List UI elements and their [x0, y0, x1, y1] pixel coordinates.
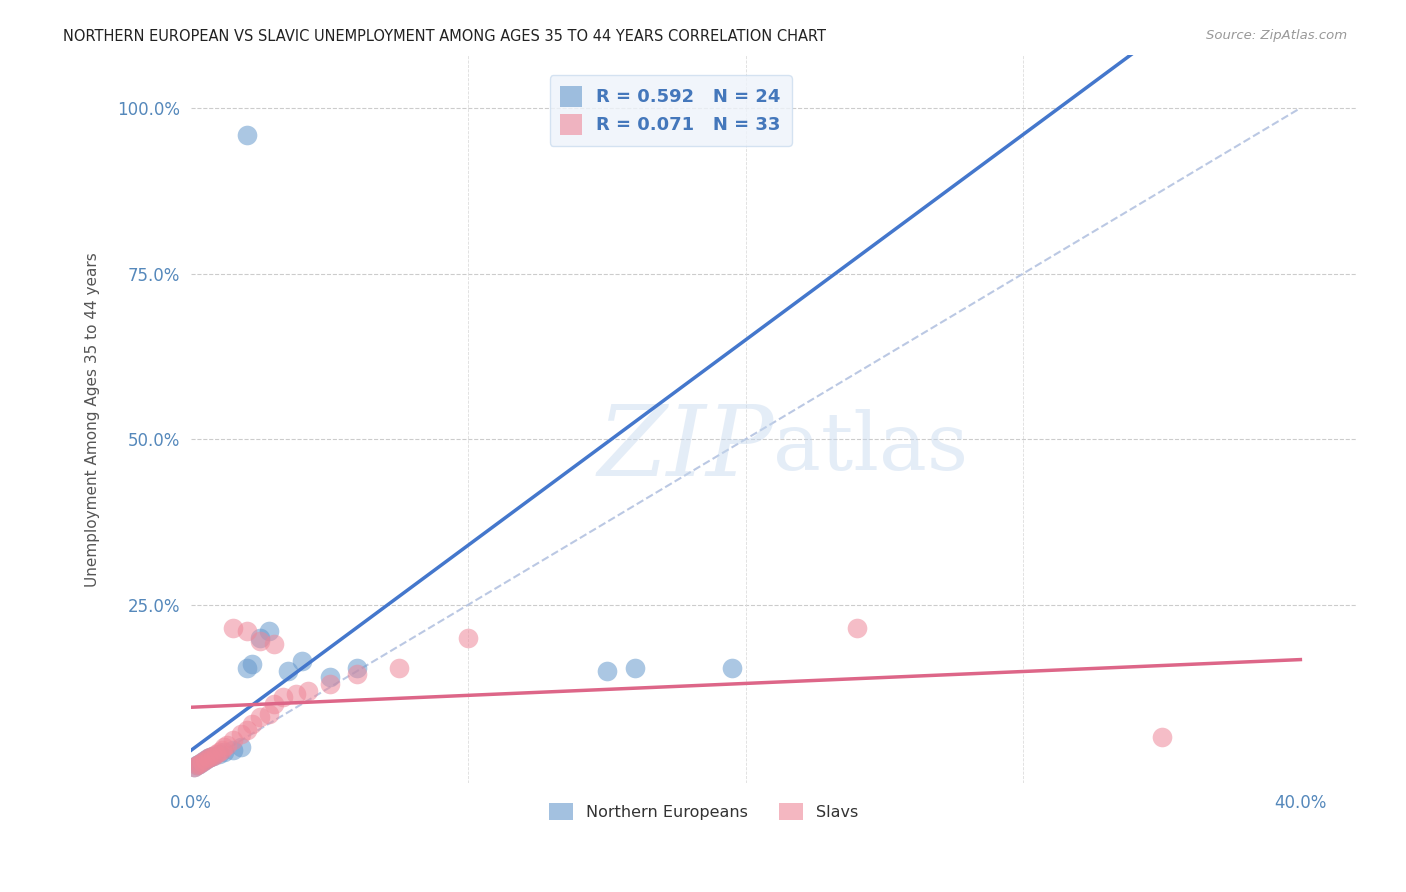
Point — [188, 756, 211, 771]
Point — [346, 667, 368, 681]
Point — [285, 687, 308, 701]
Point — [208, 745, 231, 759]
Point — [319, 677, 342, 691]
Point — [229, 727, 252, 741]
Legend: Northern Europeans, Slavs: Northern Europeans, Slavs — [543, 797, 865, 826]
Point — [200, 750, 222, 764]
Point — [249, 631, 271, 645]
Point — [194, 753, 217, 767]
Point — [257, 706, 280, 721]
Text: ZIP: ZIP — [598, 401, 773, 496]
Point — [235, 128, 257, 142]
Point — [188, 756, 211, 771]
Point — [202, 748, 225, 763]
Point — [217, 738, 239, 752]
Point — [221, 733, 243, 747]
Point — [191, 755, 214, 769]
Point — [235, 660, 257, 674]
Point — [596, 664, 619, 678]
Point — [721, 660, 744, 674]
Point — [249, 634, 271, 648]
Point — [183, 760, 205, 774]
Text: atlas: atlas — [773, 409, 969, 487]
Point — [263, 697, 285, 711]
Point — [319, 670, 342, 684]
Point — [208, 747, 231, 761]
Point — [229, 739, 252, 754]
Text: NORTHERN EUROPEAN VS SLAVIC UNEMPLOYMENT AMONG AGES 35 TO 44 YEARS CORRELATION C: NORTHERN EUROPEAN VS SLAVIC UNEMPLOYMENT… — [63, 29, 827, 44]
Point — [346, 660, 368, 674]
Point — [263, 637, 285, 651]
Point — [249, 710, 271, 724]
Point — [214, 745, 236, 759]
Point — [845, 621, 868, 635]
Point — [277, 664, 299, 678]
Point — [235, 723, 257, 738]
Point — [235, 624, 257, 639]
Point — [271, 690, 294, 705]
Point — [211, 743, 233, 757]
Point — [186, 757, 208, 772]
Point — [221, 743, 243, 757]
Point — [297, 683, 319, 698]
Point — [191, 755, 214, 769]
Text: Source: ZipAtlas.com: Source: ZipAtlas.com — [1206, 29, 1347, 42]
Point — [186, 757, 208, 772]
Point — [202, 748, 225, 763]
Point — [291, 654, 314, 668]
Point — [197, 751, 219, 765]
Point — [623, 660, 645, 674]
Point — [214, 739, 236, 754]
Point — [205, 747, 228, 761]
Y-axis label: Unemployment Among Ages 35 to 44 years: Unemployment Among Ages 35 to 44 years — [86, 252, 100, 587]
Point — [183, 760, 205, 774]
Point — [240, 716, 263, 731]
Point — [197, 751, 219, 765]
Point — [240, 657, 263, 672]
Point — [200, 750, 222, 764]
Point — [457, 631, 479, 645]
Point — [194, 753, 217, 767]
Point — [388, 660, 411, 674]
Point — [1150, 730, 1173, 744]
Point — [257, 624, 280, 639]
Point — [221, 621, 243, 635]
